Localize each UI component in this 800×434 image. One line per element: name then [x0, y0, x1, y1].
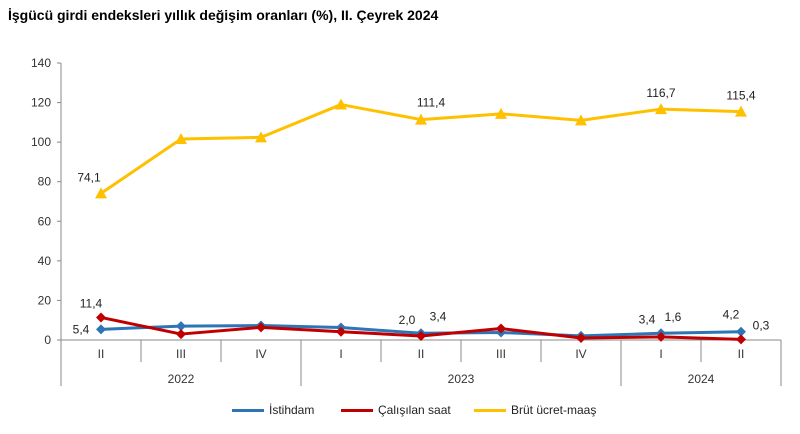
y-tick-label: 40 — [38, 254, 52, 268]
data-label: 74,1 — [77, 170, 101, 184]
data-label: 3,4 — [639, 312, 656, 326]
year-label: 2024 — [688, 372, 715, 386]
data-label: 3,4 — [430, 309, 447, 323]
legend-item: Çalışılan saat — [341, 403, 451, 417]
data-label: 11,4 — [80, 296, 103, 310]
data-label: 1,6 — [665, 310, 682, 324]
y-tick-label: 80 — [38, 175, 52, 189]
data-point — [575, 114, 587, 126]
data-point — [576, 333, 586, 344]
legend-item: İstihdam — [232, 403, 314, 417]
legend-swatch — [232, 408, 264, 412]
legend-item: Brüt ücret-maaş — [474, 403, 596, 417]
data-point — [96, 312, 106, 323]
x-tick-label: IV — [575, 347, 586, 361]
year-label: 2023 — [448, 372, 475, 386]
data-label: 5,4 — [73, 322, 90, 336]
y-tick-label: 120 — [31, 96, 51, 110]
data-point — [415, 113, 427, 125]
data-label: 116,7 — [646, 86, 675, 100]
data-point — [495, 107, 507, 119]
data-label: 115,4 — [726, 89, 755, 103]
x-tick-label: II — [738, 347, 745, 361]
legend-label: Çalışılan saat — [378, 403, 451, 417]
chart-title: İşgücü girdi endeksleri yıllık değişim o… — [8, 7, 439, 23]
y-tick-label: 0 — [44, 333, 51, 347]
chart-legend: İstihdam Çalışılan saat Brüt ücret-maaş — [0, 403, 800, 425]
data-label: 2,0 — [399, 313, 416, 327]
data-point — [256, 322, 266, 333]
y-tick-label: 20 — [38, 293, 52, 307]
data-point — [96, 324, 106, 335]
legend-swatch — [474, 408, 506, 412]
x-tick-label: III — [496, 347, 506, 361]
data-point — [95, 187, 107, 199]
x-tick-label: IV — [255, 347, 266, 361]
data-point — [416, 331, 426, 342]
x-tick-label: II — [418, 347, 425, 361]
data-label: 111,4 — [417, 96, 446, 110]
x-tick-label: I — [339, 347, 342, 361]
data-label: 4,2 — [723, 308, 740, 322]
data-point — [175, 132, 187, 144]
data-point — [655, 103, 667, 115]
legend-label: Brüt ücret-maaş — [511, 403, 597, 417]
data-point — [735, 105, 747, 117]
x-tick-label: III — [176, 347, 186, 361]
data-point — [656, 331, 666, 342]
data-point — [176, 321, 186, 332]
data-point — [255, 131, 267, 143]
x-tick-label: I — [659, 347, 662, 361]
year-label: 2022 — [168, 372, 195, 386]
data-point — [496, 323, 506, 334]
x-tick-label: II — [98, 347, 105, 361]
y-tick-label: 100 — [31, 135, 51, 149]
data-point — [176, 329, 186, 340]
legend-swatch — [341, 408, 373, 412]
data-point — [335, 98, 347, 110]
data-point — [736, 326, 746, 337]
legend-label: İstihdam — [269, 403, 315, 417]
data-label: 0,3 — [753, 318, 770, 332]
data-point — [336, 326, 346, 337]
data-point — [736, 334, 746, 345]
y-tick-label: 60 — [38, 214, 52, 228]
y-tick-label: 140 — [31, 56, 51, 70]
